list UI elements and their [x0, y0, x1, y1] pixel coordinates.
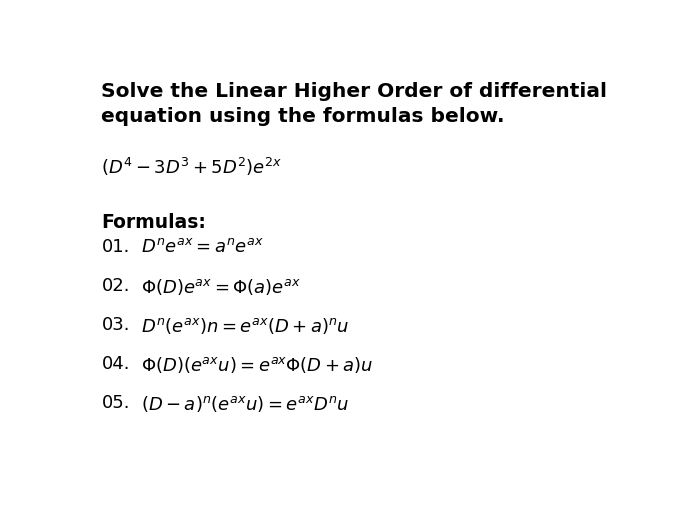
- Text: $(D - a)^n(e^{ax}u) = e^{ax}D^n u$: $(D - a)^n(e^{ax}u) = e^{ax}D^n u$: [141, 394, 350, 413]
- Text: $\Phi(D)e^{ax} = \Phi(a)e^{ax}$: $\Phi(D)e^{ax} = \Phi(a)e^{ax}$: [141, 277, 302, 297]
- Text: 05.: 05.: [101, 394, 130, 412]
- Text: Formulas:: Formulas:: [101, 213, 207, 232]
- Text: 03.: 03.: [101, 316, 130, 334]
- Text: $D^n(e^{ax})n = e^{ax}(D + a)^n u$: $D^n(e^{ax})n = e^{ax}(D + a)^n u$: [141, 316, 350, 336]
- Text: $\Phi(D)(e^{ax}u) = e^{ax}\Phi(D + a)u$: $\Phi(D)(e^{ax}u) = e^{ax}\Phi(D + a)u$: [141, 355, 373, 375]
- Text: Solve the Linear Higher Order of differential: Solve the Linear Higher Order of differe…: [101, 82, 607, 101]
- Text: 04.: 04.: [101, 355, 130, 373]
- Text: $(D^4 - 3D^3 + 5D^2)e^{2x}$: $(D^4 - 3D^3 + 5D^2)e^{2x}$: [101, 156, 283, 178]
- Text: 02.: 02.: [101, 277, 130, 295]
- Text: equation using the formulas below.: equation using the formulas below.: [101, 107, 505, 126]
- Text: 01.: 01.: [101, 238, 130, 256]
- Text: $D^n e^{ax} = a^n e^{ax}$: $D^n e^{ax} = a^n e^{ax}$: [141, 238, 264, 256]
